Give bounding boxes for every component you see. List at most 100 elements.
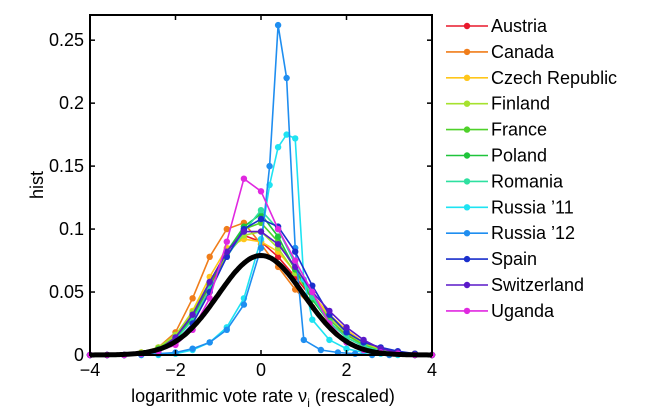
legend-item-czech-republic: Czech Republic	[446, 68, 617, 88]
data-point-russia-11	[343, 345, 350, 352]
plot-frame	[89, 14, 433, 356]
series-russia-11	[86, 131, 401, 359]
legend-label-uganda: Uganda	[491, 301, 555, 321]
data-point-russia-12	[283, 74, 290, 82]
data-point-switzerland	[274, 241, 282, 248]
data-point-uganda	[206, 295, 213, 302]
legend-label-austria: Austria	[491, 16, 548, 36]
legend-item-poland: Poland	[446, 146, 547, 166]
x-axis-label-subscript: i	[307, 396, 310, 410]
data-point-russia-12	[317, 346, 325, 354]
series-russia-12	[86, 21, 393, 359]
data-point-switzerland	[223, 248, 230, 255]
data-point-switzerland	[326, 307, 333, 315]
legend-label-canada: Canada	[491, 42, 555, 62]
legend-item-romania: Romania	[446, 171, 564, 191]
legend-marker-russia-12	[463, 230, 471, 237]
data-point-spain	[343, 329, 350, 336]
data-point-spain	[257, 215, 265, 223]
legend-marker-finland	[463, 100, 471, 107]
legend-label-czech-republic: Czech Republic	[491, 68, 617, 88]
data-point-canada	[189, 295, 196, 302]
y-tick-label: 0.05	[49, 282, 84, 302]
data-point-russia-12	[189, 345, 196, 352]
legend-marker-canada	[463, 48, 471, 56]
legend-item-uganda: Uganda	[446, 301, 555, 321]
data-point-russia-12	[257, 244, 265, 252]
legend-item-france: France	[446, 120, 547, 140]
x-tick-label: 2	[341, 360, 351, 380]
data-point-russia-12	[300, 336, 307, 344]
data-point-uganda	[257, 188, 265, 195]
legend-label-russia-11: Russia ’11	[491, 197, 574, 217]
data-point-poland	[274, 233, 282, 240]
x-axis-label-main: logarithmic vote rate ν	[131, 386, 307, 406]
data-point-canada	[223, 225, 230, 233]
legend-marker-switzerland	[463, 281, 471, 289]
data-point-switzerland	[240, 228, 248, 235]
x-tick-label: 4	[427, 360, 437, 380]
legend-item-russia-11: Russia ’11	[446, 197, 574, 217]
data-point-switzerland	[343, 324, 350, 331]
x-axis-label: logarithmic vote rate νi (rescaled)	[131, 386, 395, 410]
data-point-uganda	[274, 225, 282, 233]
series-uganda	[86, 175, 436, 359]
data-point-uganda	[309, 288, 316, 296]
y-axis-label: hist	[27, 171, 47, 199]
data-point-uganda	[292, 257, 299, 264]
x-tick-label: 0	[256, 360, 266, 380]
legend-label-switzerland: Switzerland	[491, 275, 584, 295]
data-point-russia-11	[326, 336, 333, 344]
legend-label-russia-12: Russia ’12	[491, 223, 575, 243]
legend-marker-uganda	[463, 307, 471, 315]
legend-item-spain: Spain	[446, 249, 537, 269]
x-tick-label: −4	[80, 360, 101, 380]
data-point-spain	[292, 248, 299, 255]
x-axis-label-suffix: (rescaled)	[310, 386, 395, 406]
data-point-switzerland	[189, 311, 196, 318]
data-point-canada	[206, 253, 213, 260]
data-point-russia-11	[283, 131, 290, 138]
legend-label-poland: Poland	[491, 146, 547, 166]
legend: Austria Canada Czech Republic Finland France…	[446, 16, 617, 321]
legend-item-switzerland: Switzerland	[446, 275, 584, 295]
y-tick-label: 0.25	[49, 30, 84, 50]
plot-layer	[86, 21, 436, 359]
legend-item-russia-12: Russia ’12	[446, 223, 575, 243]
ticks-layer: −4 −2 0 2 4 0 0.05 0.1 0.15 0.2 0.25	[49, 15, 437, 380]
legend-label-france: France	[491, 120, 547, 140]
data-point-russia-11	[309, 316, 316, 323]
legend-item-austria: Austria	[446, 16, 548, 36]
y-tick-label: 0	[74, 345, 84, 365]
data-point-russia-12	[266, 162, 273, 170]
legend-marker-czech-republic	[463, 74, 471, 82]
y-tick-label: 0.2	[59, 93, 84, 113]
legend-marker-poland	[463, 152, 471, 159]
data-point-russia-12	[274, 21, 282, 29]
data-point-switzerland	[360, 336, 367, 344]
data-point-switzerland	[292, 263, 299, 271]
series-line-uganda	[90, 177, 432, 356]
legend-marker-russia-11	[463, 204, 471, 211]
data-point-russia-12	[240, 301, 248, 308]
legend-marker-austria	[463, 22, 471, 30]
data-point-uganda	[223, 238, 230, 245]
legend-marker-spain	[463, 255, 471, 263]
series-line-russia-11	[90, 133, 398, 356]
data-point-switzerland	[206, 278, 213, 286]
legend-label-spain: Spain	[491, 249, 537, 269]
y-tick-label: 0.15	[49, 156, 84, 176]
legend-label-finland: Finland	[491, 94, 550, 114]
legend-label-romania: Romania	[491, 171, 564, 191]
data-point-austria	[274, 253, 282, 260]
data-point-spain	[309, 282, 316, 289]
data-point-romania	[257, 207, 265, 214]
data-point-russia-12	[206, 339, 213, 346]
data-point-russia-11	[292, 135, 299, 142]
data-point-uganda	[240, 175, 248, 182]
legend-item-finland: Finland	[446, 94, 550, 114]
data-point-russia-12	[223, 326, 230, 333]
data-point-switzerland	[257, 228, 265, 235]
reference-gaussian-curve	[89, 253, 433, 358]
